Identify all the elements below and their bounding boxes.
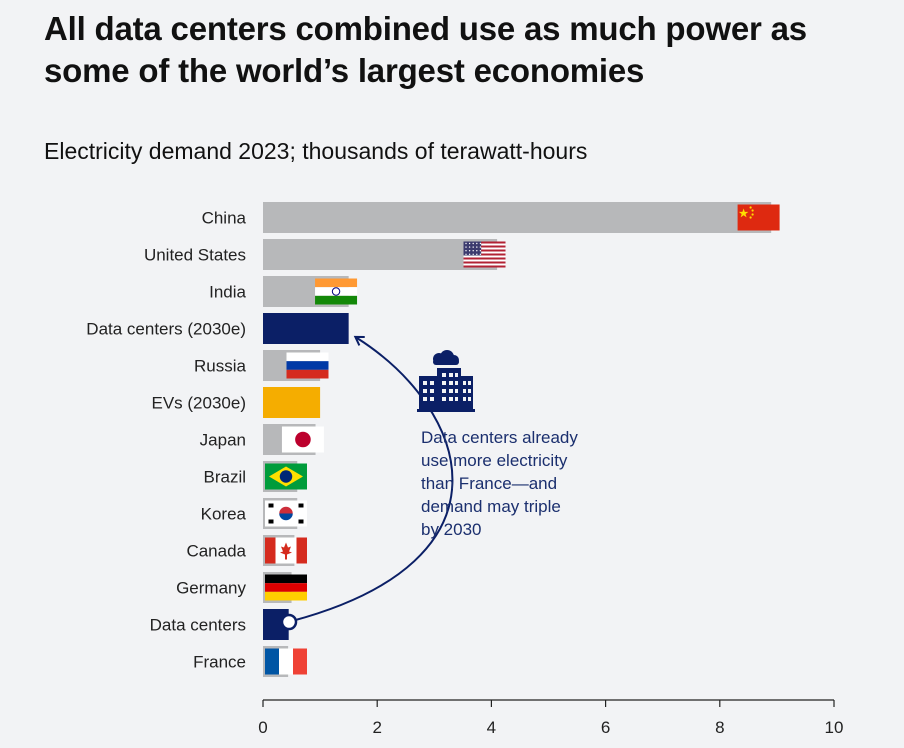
brazil-flag-icon [265,463,307,490]
x-tick-label: 0 [258,718,267,737]
chart-subtitle: Electricity demand 2023; thousands of te… [44,138,588,164]
bar-evs-2030e [263,387,321,418]
germany-flag-icon [265,574,307,601]
china-flag-icon [737,204,780,231]
category-label: Brazil [203,468,246,487]
bar-united-states [263,239,498,270]
annotation-line: than France—and [421,474,557,493]
category-label: France [193,653,246,672]
x-tick-label: 8 [715,718,724,737]
japan-flag-icon [281,426,324,453]
annotation-line: demand may triple [421,497,561,516]
chart-title: All data centers combined use as much po… [44,10,807,89]
india-flag-icon [315,278,358,305]
x-tick-label: 10 [825,718,844,737]
category-label: EVs (2030e) [152,394,247,413]
category-label: China [202,209,247,228]
data-centers-marker-dot [280,613,298,631]
category-label: Data centers [150,616,246,635]
category-label: United States [144,246,246,265]
annotation-arrow-layer [280,335,454,631]
annotation-line: use more electricity [421,451,568,470]
x-tick-label: 6 [601,718,610,737]
bars-layer [263,202,780,677]
x-tick-label: 2 [372,718,381,737]
category-label: Data centers (2030e) [86,320,246,339]
annotation-line: Data centers already [421,428,578,447]
category-label: Russia [194,357,247,376]
data-center-building-cloud-icon [417,350,475,412]
category-labels: China United States India Data centers (203… [86,209,246,672]
category-label: Canada [186,542,246,561]
russia-flag-icon [286,352,329,379]
us-flag-icon [463,241,506,268]
annotation-arrow [291,335,454,622]
bar-data-centers-2030e [263,313,349,344]
x-tick-label: 4 [487,718,496,737]
category-label: Germany [176,579,246,598]
category-label: Japan [200,431,246,450]
annotation-line: by 2030 [421,520,482,539]
annotation-text: Data centers already use more electricit… [421,428,583,539]
bar-china [263,202,772,233]
canada-flag-icon [265,537,307,564]
korea-flag-icon [265,500,307,527]
category-label: Korea [201,505,247,524]
category-label: India [209,283,246,302]
x-axis: 0 2 4 6 8 10 [258,699,844,737]
france-flag-icon [265,648,307,675]
